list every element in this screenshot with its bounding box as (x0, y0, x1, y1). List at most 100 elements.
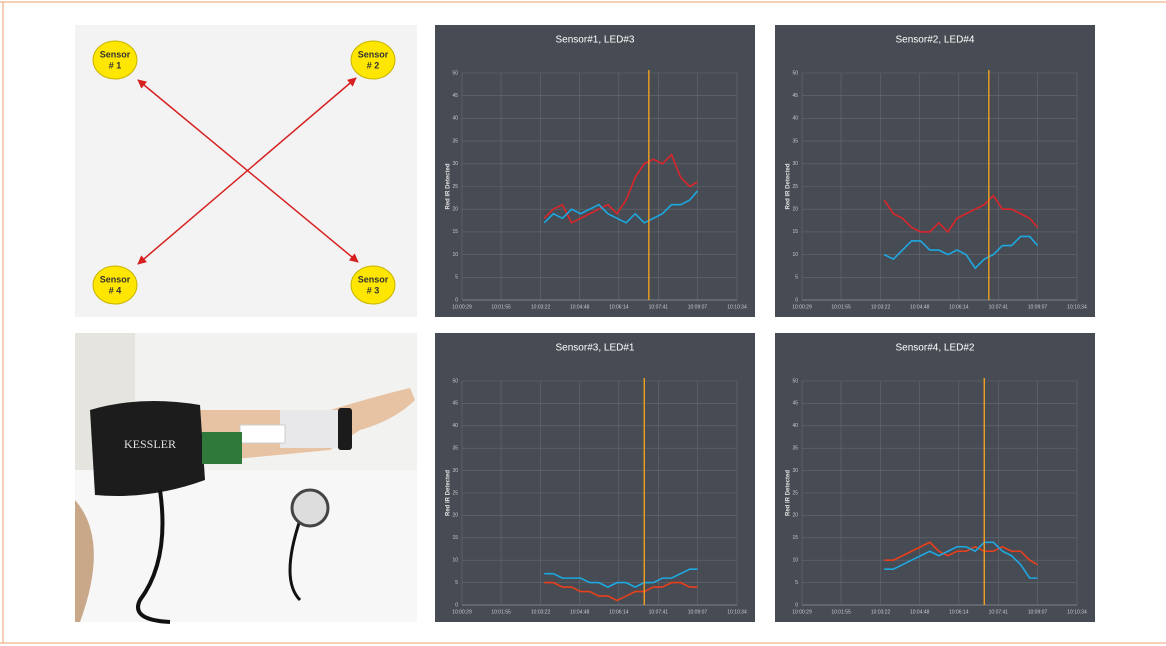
y-tick-label: 25 (452, 490, 458, 496)
y-tick-label: 35 (792, 138, 798, 144)
y-tick-label: 45 (452, 93, 458, 99)
x-tick-label: 10:09:07 (688, 609, 708, 615)
sensor-node (350, 265, 396, 305)
y-tick-label: 50 (452, 378, 458, 384)
y-tick-label: 45 (452, 401, 458, 407)
chart-background (775, 333, 1095, 622)
node-label: # 4 (109, 285, 122, 295)
sensor-node (92, 40, 138, 80)
leg (75, 500, 94, 622)
y-tick-label: 30 (792, 161, 798, 167)
y-tick-label: 45 (792, 93, 798, 99)
chart-title: Sensor#4, LED#2 (896, 343, 975, 354)
x-tick-label: 10:00:29 (452, 304, 472, 310)
arrow (137, 77, 357, 265)
node-label: Sensor (358, 274, 389, 284)
x-tick-label: 10:01:55 (491, 609, 511, 615)
y-axis-label: Red IR Detected (446, 470, 452, 516)
y-tick-label: 35 (792, 446, 798, 452)
series-line (883, 235, 1039, 270)
y-tick-label: 50 (792, 378, 798, 384)
y-tick-label: 30 (792, 468, 798, 474)
series-line (884, 541, 1038, 579)
y-tick-label: 15 (452, 535, 458, 541)
cuff (90, 401, 205, 496)
tube (288, 519, 302, 602)
y-tick-label: 25 (452, 184, 458, 190)
x-tick-label: 10:07:41 (989, 609, 1009, 615)
y-tick-label: 10 (452, 558, 458, 564)
x-tick-label: 10:00:29 (792, 304, 812, 310)
y-tick-label: 0 (455, 602, 458, 608)
cuff-label: KESSLER (124, 437, 176, 451)
y-tick-label: 20 (792, 513, 798, 519)
chart-title: Sensor#1, LED#3 (556, 35, 635, 46)
y-axis-label: Red IR Detected (786, 163, 792, 209)
chart-background (775, 25, 1095, 317)
chart-title: Sensor#3, LED#1 (556, 343, 635, 354)
circuit-board (202, 432, 242, 464)
x-tick-label: 10:00:29 (792, 609, 812, 615)
node-label: Sensor (358, 49, 389, 59)
x-tick-label: 10:07:41 (649, 609, 669, 615)
x-tick-label: 10:00:29 (452, 609, 472, 615)
x-tick-label: 10:10:34 (727, 609, 747, 615)
x-tick-label: 10:09:07 (688, 304, 708, 310)
y-tick-label: 40 (452, 423, 458, 429)
node-label: # 1 (109, 60, 122, 70)
x-tick-label: 10:04:48 (570, 304, 590, 310)
x-tick-label: 10:03:22 (871, 609, 891, 615)
chart-background (435, 25, 755, 317)
series-line (884, 541, 1038, 566)
series-line (544, 568, 698, 588)
sleeve (280, 410, 340, 448)
chart: Sensor#1, LED#3 Red IR Detected 0 5 10 15 20 25… (435, 25, 755, 317)
x-tick-label: 10:07:41 (649, 304, 669, 310)
y-tick-label: 20 (452, 513, 458, 519)
y-tick-label: 15 (792, 535, 798, 541)
y-tick-label: 5 (455, 275, 458, 281)
x-tick-label: 10:09:07 (1028, 304, 1048, 310)
gauge (290, 488, 330, 528)
x-tick-label: 10:10:34 (1067, 609, 1087, 615)
x-tick-label: 10:06:14 (609, 304, 629, 310)
y-tick-label: 35 (452, 446, 458, 452)
y-tick-label: 10 (452, 252, 458, 258)
y-tick-label: 40 (792, 423, 798, 429)
x-tick-label: 10:10:34 (1067, 304, 1087, 310)
node-label: # 2 (367, 60, 380, 70)
sensor-node (92, 265, 138, 305)
x-tick-label: 10:07:41 (989, 304, 1009, 310)
tube (136, 489, 171, 624)
series-line (544, 581, 698, 602)
chart: Sensor#2, LED#4 Red IR Detected 0 5 10 15 20 25… (775, 25, 1095, 317)
x-tick-label: 10:03:22 (531, 304, 551, 310)
y-tick-label: 50 (792, 70, 798, 76)
x-tick-label: 10:06:14 (949, 609, 969, 615)
y-tick-label: 0 (795, 602, 798, 608)
y-axis-label: Red IR Detected (446, 163, 452, 209)
y-tick-label: 15 (792, 229, 798, 235)
x-tick-label: 10:01:55 (491, 304, 511, 310)
x-tick-label: 10:03:22 (531, 609, 551, 615)
y-tick-label: 25 (792, 490, 798, 496)
y-tick-label: 5 (795, 275, 798, 281)
y-tick-label: 20 (792, 207, 798, 213)
y-tick-label: 0 (455, 297, 458, 303)
y-tick-label: 40 (792, 116, 798, 122)
node-label: Sensor (100, 49, 131, 59)
ribbon-cable (239, 424, 286, 444)
x-tick-label: 10:10:34 (727, 304, 747, 310)
y-tick-label: 30 (452, 468, 458, 474)
series-line (543, 190, 699, 224)
x-tick-label: 10:04:48 (570, 609, 590, 615)
y-tick-label: 10 (792, 252, 798, 258)
x-tick-label: 10:09:07 (1028, 609, 1048, 615)
y-tick-label: 40 (452, 116, 458, 122)
x-tick-label: 10:01:55 (831, 609, 851, 615)
y-tick-label: 20 (452, 207, 458, 213)
y-tick-label: 5 (455, 580, 458, 586)
y-axis-label: Red IR Detected (786, 470, 792, 516)
node-label: # 3 (367, 285, 380, 295)
